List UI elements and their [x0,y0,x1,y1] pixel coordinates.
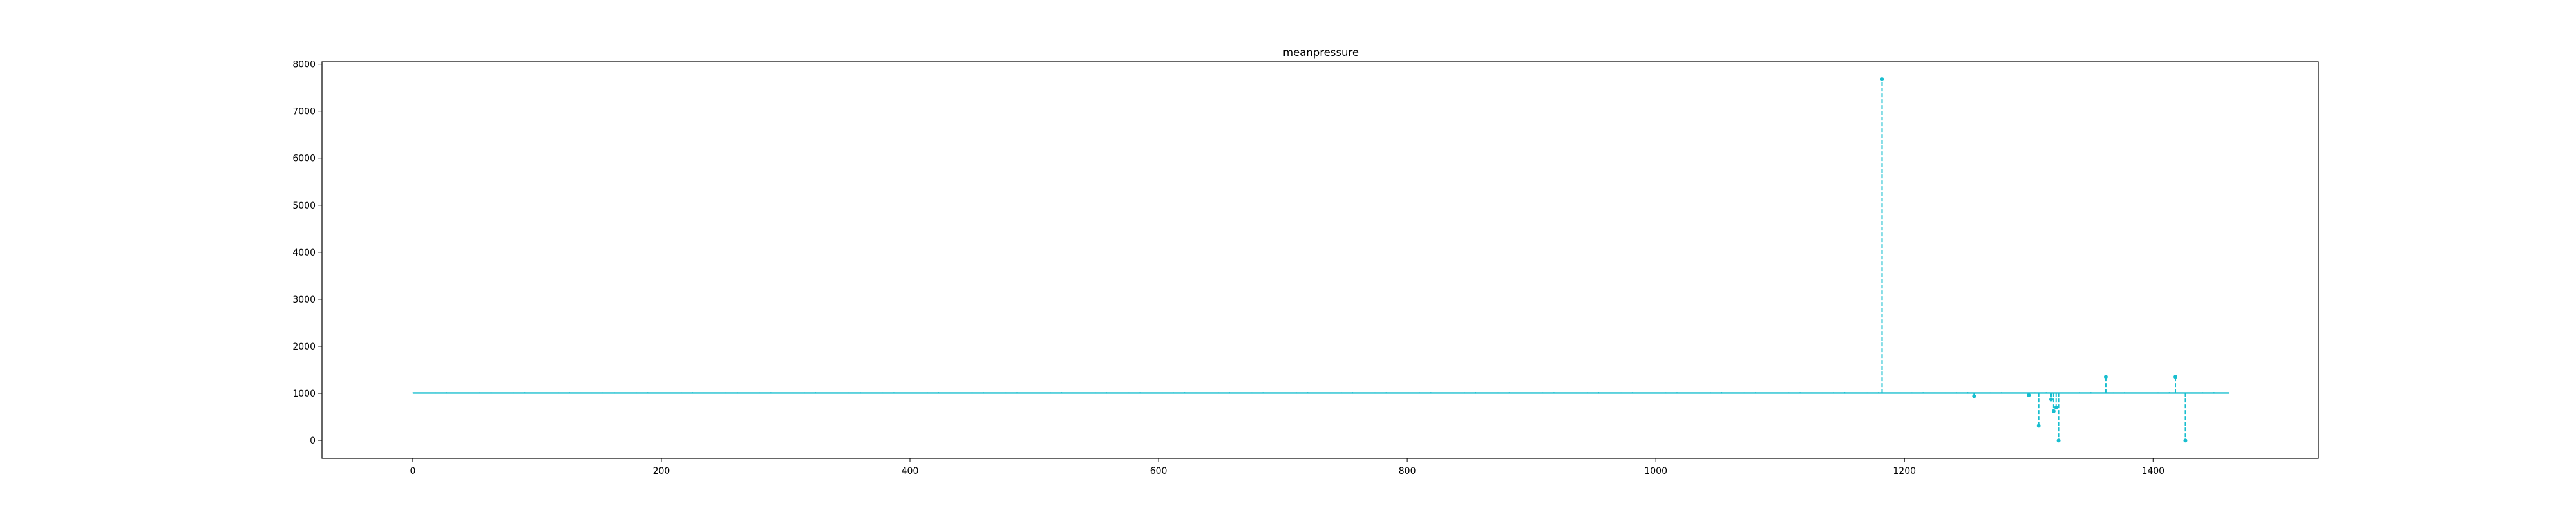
series-point [2036,424,2041,428]
y-tick-label: 5000 [292,201,316,211]
y-tick-label: 4000 [292,248,316,258]
y-tick-label: 7000 [292,107,316,117]
x-tick-label: 800 [1399,466,1416,476]
x-tick-label: 1200 [1893,466,1916,476]
y-tick-label: 2000 [292,342,316,352]
y-axis: 0 1000 2000 3000 4000 5000 6000 7000 8000 [292,60,322,446]
y-tick-label: 8000 [292,60,316,70]
series-point [2054,405,2058,409]
x-tick-label: 1400 [2141,466,2164,476]
plot-lines [412,77,2230,443]
x-tick-label: 0 [410,466,415,476]
x-tick-label: 200 [653,466,670,476]
x-axis: 0 200 400 600 800 1000 1200 1400 [410,458,2164,476]
series-point [2056,438,2061,443]
series-baseline-band [412,392,2230,394]
series-point [2049,397,2053,402]
series-point [2051,409,2056,413]
chart-title: meanpressure [1283,46,1359,59]
y-tick-label: 0 [310,436,316,446]
series-point [1880,77,1884,82]
x-tick-label: 400 [902,466,919,476]
series-point [2027,393,2031,397]
y-tick-label: 1000 [292,389,316,399]
x-tick-label: 1000 [1644,466,1667,476]
y-tick-label: 6000 [292,154,316,164]
series-point [2183,438,2188,443]
series-point [2103,375,2108,379]
y-tick-label: 3000 [292,295,316,305]
plot-frame [321,61,2319,459]
series-point [2174,375,2178,379]
series-point [1972,394,1976,398]
x-tick-label: 600 [1150,466,1168,476]
